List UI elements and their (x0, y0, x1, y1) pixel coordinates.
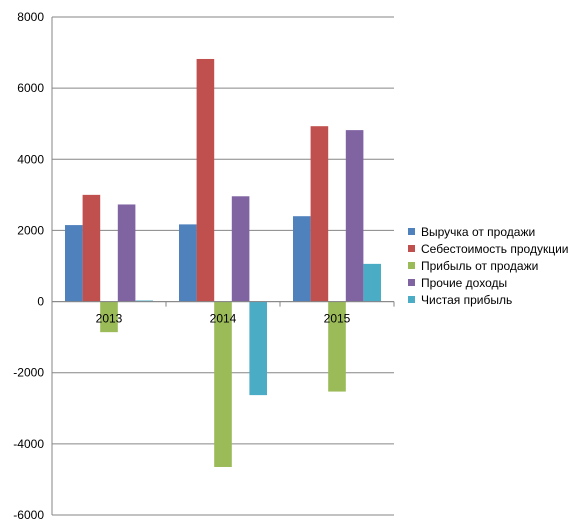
y-tick-label: 6000 (17, 81, 44, 95)
legend-label: Себестоимость продукции (421, 242, 568, 256)
legend-label: Чистая прибыль (421, 293, 512, 307)
bar (82, 194, 101, 302)
bar (363, 263, 381, 302)
y-tick-label: 2000 (17, 223, 44, 237)
legend-label: Прочие доходы (421, 276, 507, 290)
legend-label: Выручка от продажи (421, 225, 535, 239)
bar (117, 204, 136, 302)
legend-swatch (408, 279, 415, 286)
legend-swatch (408, 262, 415, 269)
bar (310, 126, 329, 302)
y-tick-label: -2000 (13, 366, 44, 380)
bar (214, 301, 232, 467)
x-category-label: 2014 (210, 312, 237, 326)
bar (179, 224, 197, 302)
y-tick-label: 4000 (17, 152, 44, 166)
y-tick-label: -6000 (13, 508, 44, 522)
bar (100, 301, 118, 333)
y-tick-label: 0 (37, 295, 44, 309)
legend-label: Прибыль от продажи (421, 259, 538, 273)
legend-swatch (408, 228, 415, 235)
y-tick-label: -4000 (13, 437, 44, 451)
bar (293, 216, 311, 302)
legend-swatch (408, 296, 415, 303)
bar (135, 300, 153, 302)
x-category-label: 2015 (324, 312, 351, 326)
legend-swatch (408, 245, 415, 252)
bar (328, 301, 346, 392)
x-category-label: 2013 (96, 312, 123, 326)
y-tick-label: 8000 (17, 10, 44, 24)
bar (345, 130, 364, 302)
bar (196, 58, 215, 302)
bar (65, 225, 83, 302)
bar (249, 301, 267, 396)
bar (231, 196, 250, 302)
